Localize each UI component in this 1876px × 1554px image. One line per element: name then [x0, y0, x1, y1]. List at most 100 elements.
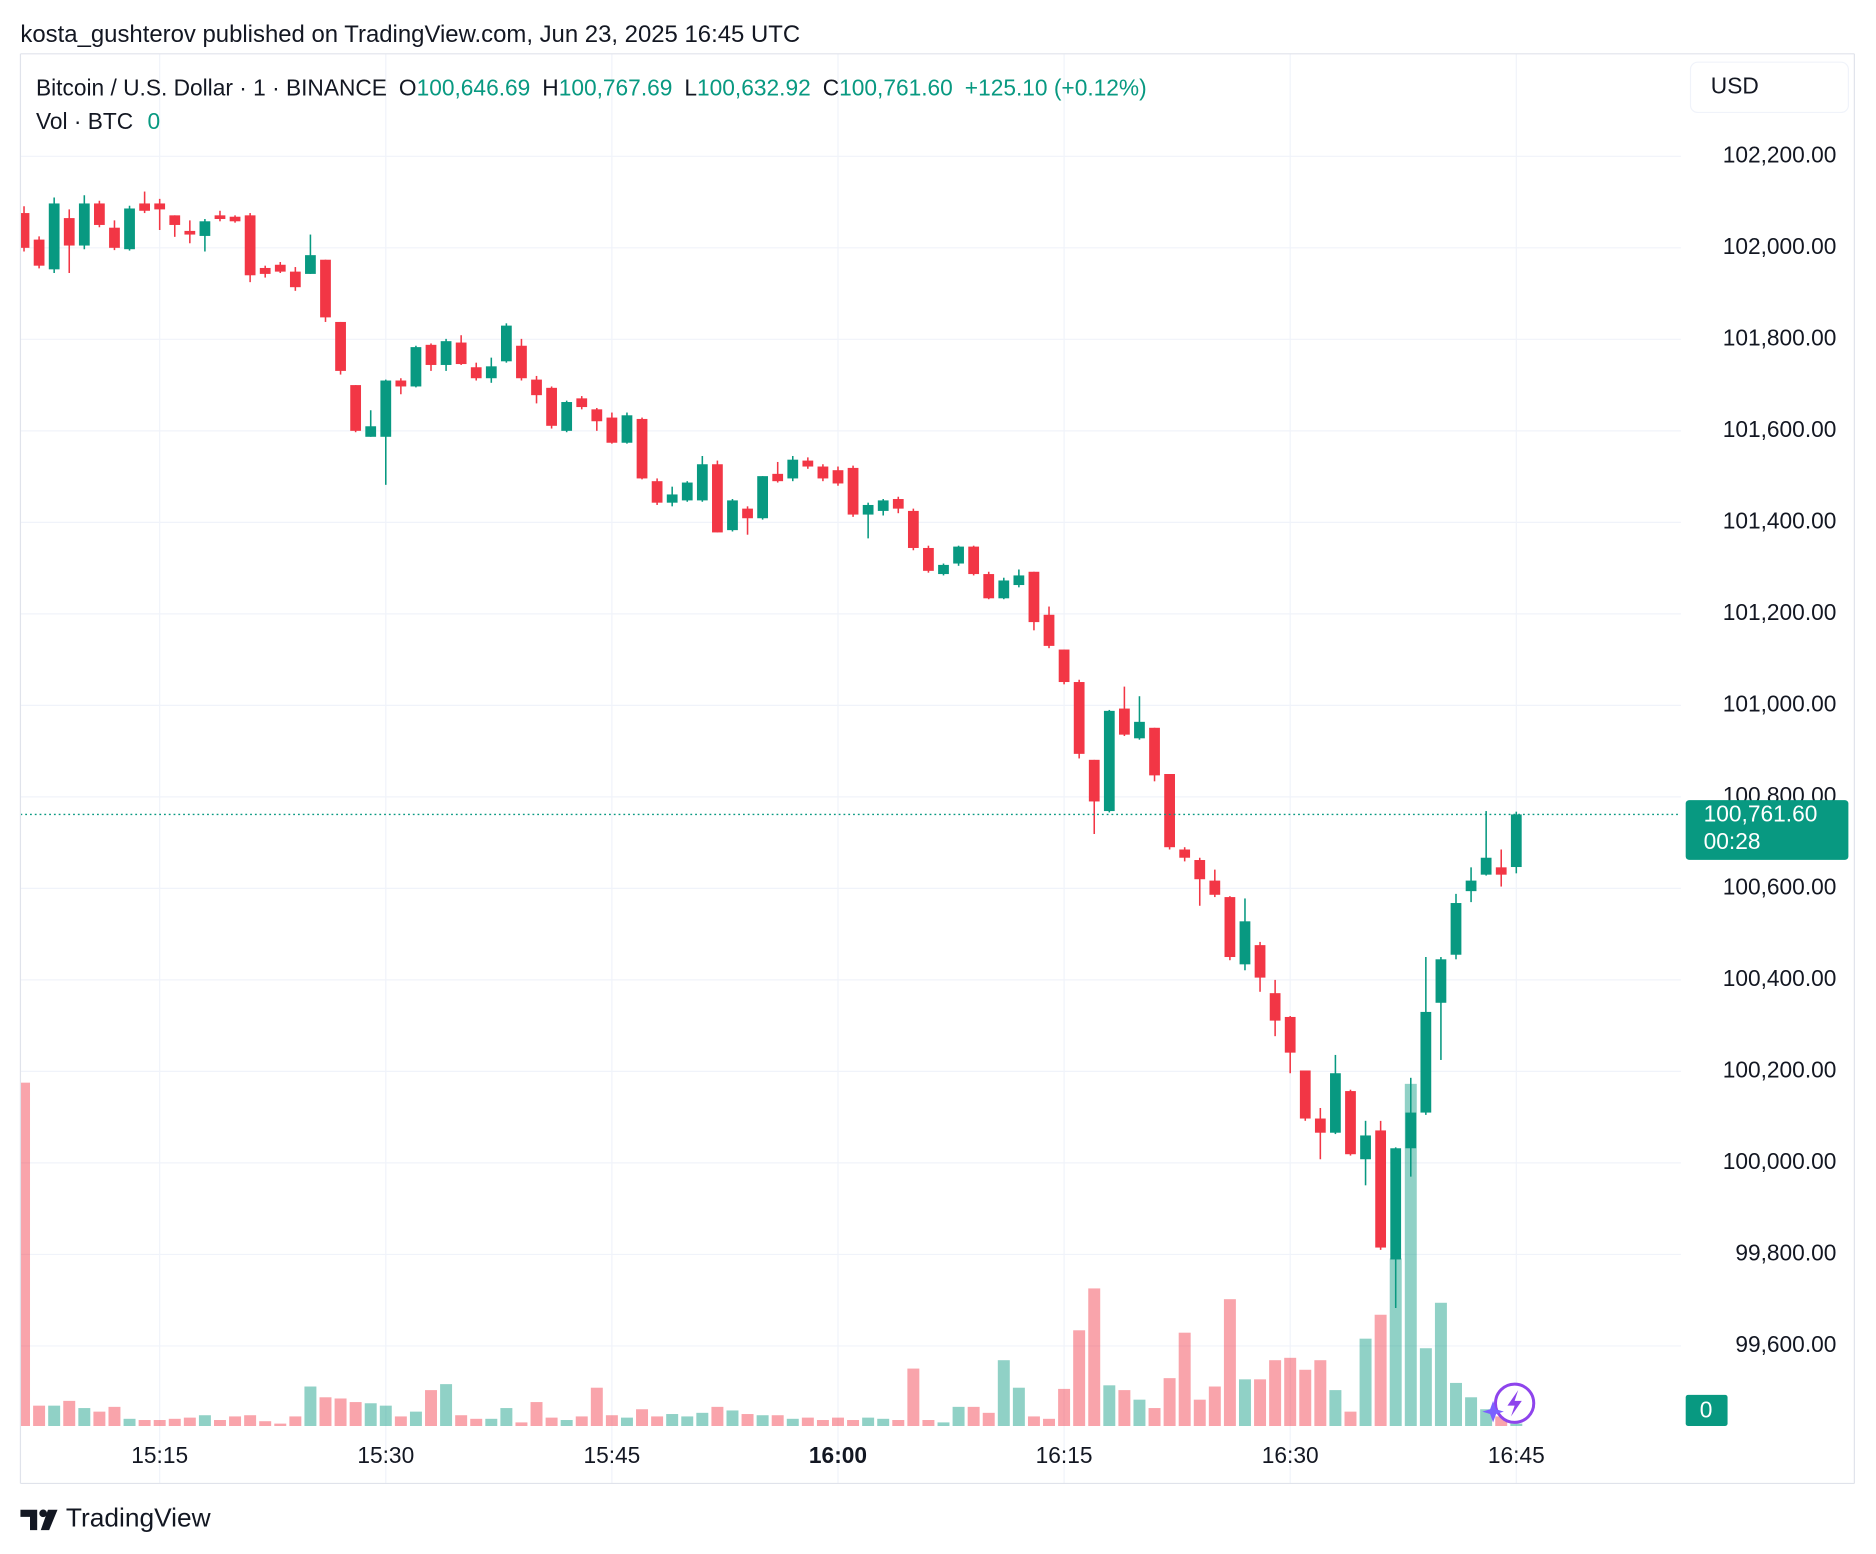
candle-body — [576, 398, 588, 408]
last-price-label: 100,761.60 — [1704, 801, 1818, 827]
candle-body — [531, 379, 542, 396]
candle-body — [470, 367, 482, 379]
ohlc-value: 100,761.60 — [839, 75, 953, 101]
volume-bar — [425, 1390, 437, 1426]
volume-bar — [259, 1421, 272, 1426]
volume-bar — [244, 1415, 257, 1426]
candle-body — [214, 215, 226, 220]
volume-bar — [123, 1418, 136, 1426]
candle-body — [1345, 1091, 1356, 1155]
candle-body — [877, 500, 889, 511]
volume-bar — [394, 1416, 407, 1426]
volume-bar — [1043, 1418, 1055, 1426]
candle-body — [1269, 993, 1281, 1021]
y-tick-label: 101,600.00 — [1723, 416, 1837, 442]
y-tick-label: 101,400.00 — [1723, 507, 1837, 533]
volume-bar — [470, 1418, 483, 1426]
volume-bar — [560, 1420, 573, 1426]
grid — [20, 53, 1681, 1484]
ohlc-label: O — [399, 75, 417, 101]
candle-body — [320, 259, 331, 318]
volume-bar — [515, 1422, 528, 1426]
x-tick-label: 16:15 — [1036, 1442, 1093, 1468]
axes: 99,600.00 99,800.00 100,000.00 100,200.00 10… — [20, 141, 1849, 1468]
volume-bar — [1238, 1379, 1251, 1426]
candle-body — [696, 464, 708, 501]
volume-bar — [756, 1415, 769, 1426]
candle-body — [199, 221, 211, 236]
brand: TradingView — [66, 1502, 212, 1532]
y-tick-label: 102,000.00 — [1723, 233, 1837, 259]
symbol: Bitcoin / U.S. Dollar · 1 · BINANCE — [36, 75, 387, 101]
candle-body — [124, 208, 135, 250]
volume-bar — [229, 1416, 242, 1426]
volume-bar — [982, 1412, 995, 1426]
candle-body — [20, 213, 30, 248]
volume-bar — [349, 1402, 362, 1426]
volume-bar — [1344, 1411, 1357, 1426]
candle-body — [832, 470, 844, 484]
candle-body — [1510, 814, 1522, 868]
y-tick-label: 100,200.00 — [1723, 1056, 1837, 1082]
volume-bar — [440, 1384, 453, 1426]
volume-bar — [892, 1420, 905, 1426]
brand-logo — [20, 1509, 58, 1531]
candle-body — [651, 481, 663, 503]
volume-bar — [922, 1420, 935, 1426]
candle-body — [1013, 575, 1025, 586]
ohlc-label: H — [542, 75, 558, 101]
volume-bar — [1163, 1378, 1176, 1426]
volume-bar — [485, 1418, 498, 1426]
candle-body — [1028, 571, 1040, 623]
candle-body — [154, 203, 166, 210]
candle-body — [953, 546, 964, 564]
volume-bar — [1419, 1348, 1432, 1426]
volume-bar — [1103, 1385, 1116, 1426]
candle-body — [335, 321, 346, 371]
currency-box[interactable] — [1689, 61, 1849, 114]
candle-body — [1149, 727, 1160, 776]
candle-body — [757, 476, 769, 519]
volume-bar — [771, 1415, 784, 1426]
ohlc-label: L — [684, 75, 697, 101]
icon-sparkle[interactable] — [1482, 1400, 1504, 1423]
volume-bar — [967, 1406, 980, 1426]
candle-body — [907, 510, 919, 548]
icon-bolt[interactable] — [1507, 1390, 1522, 1417]
x-tick-label: 16:30 — [1262, 1442, 1319, 1468]
volume-bar — [274, 1423, 287, 1426]
candle-body — [1164, 774, 1175, 848]
volume-bar — [168, 1418, 181, 1426]
ohlc-label: C — [823, 75, 839, 101]
volume-bar — [455, 1415, 468, 1426]
volume-bar — [289, 1416, 302, 1426]
volume-bar — [590, 1387, 603, 1426]
candle-body — [94, 203, 105, 225]
candle-body — [259, 267, 271, 274]
volume-bar — [108, 1406, 121, 1426]
y-tick-label: 100,400.00 — [1723, 965, 1837, 991]
candle-body — [968, 546, 980, 575]
volume-bar — [334, 1398, 347, 1426]
volume-bar — [1223, 1299, 1236, 1426]
volume-bar — [1450, 1382, 1462, 1426]
x-tick-label: 15:30 — [357, 1442, 414, 1468]
legend: Bitcoin / U.S. Dollar · 1 · BINANCE O 100,… — [36, 75, 1147, 101]
volume-bar — [78, 1408, 91, 1426]
logo-part — [20, 1509, 38, 1531]
volume-axis-box — [1685, 1394, 1728, 1426]
candle-body — [1299, 1070, 1311, 1119]
x-tick-label: 16:00 — [809, 1442, 867, 1468]
volume-bar — [907, 1368, 920, 1426]
volume-bar — [726, 1410, 739, 1426]
volume-bar — [364, 1403, 377, 1426]
assistant-icon[interactable] — [1482, 1382, 1536, 1424]
currency[interactable]: USD — [1711, 72, 1759, 98]
volume-bar — [575, 1416, 588, 1426]
volume-bar — [696, 1412, 709, 1426]
volume-bar — [1359, 1338, 1372, 1426]
volume-bar — [1404, 1083, 1417, 1426]
x-tick-label: 15:15 — [131, 1442, 188, 1468]
y-tick-label: 99,800.00 — [1735, 1239, 1836, 1265]
candle-body — [1073, 682, 1085, 754]
